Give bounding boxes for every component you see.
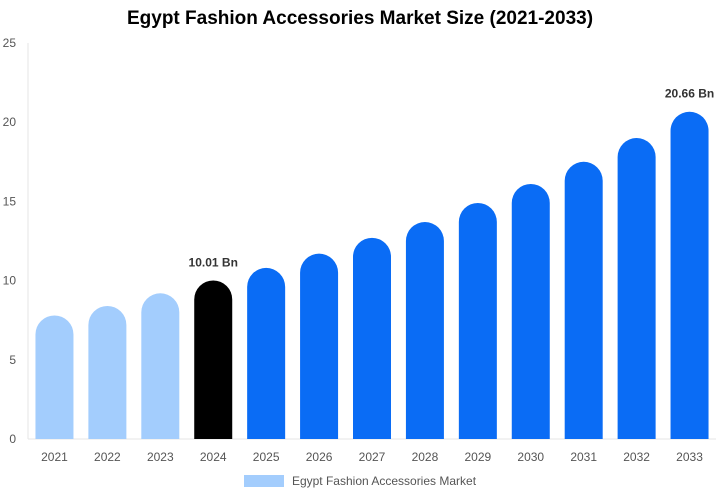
bar-2026[interactable] <box>300 253 339 439</box>
data-label-2024: 10.01 Bn <box>189 255 238 269</box>
bar-2024[interactable] <box>194 280 233 439</box>
bar-2028[interactable] <box>405 221 444 439</box>
y-tick-label: 20 <box>3 115 17 129</box>
bar-2029[interactable] <box>458 202 497 439</box>
x-tick-label: 2033 <box>676 450 703 464</box>
x-tick-label: 2028 <box>412 450 439 464</box>
bar-2027[interactable] <box>353 237 391 439</box>
bar-2022[interactable] <box>88 305 127 439</box>
y-tick-label: 25 <box>3 36 17 50</box>
bar-2032[interactable] <box>617 138 656 440</box>
data-label-2033: 20.66 Bn <box>665 87 714 101</box>
y-tick-label: 10 <box>3 274 17 288</box>
x-tick-label: 2025 <box>253 450 280 464</box>
x-tick-label: 2024 <box>200 450 227 464</box>
legend[interactable]: Egypt Fashion Accessories Market <box>0 474 720 488</box>
y-tick-label: 0 <box>9 432 16 446</box>
x-tick-label: 2022 <box>94 450 121 464</box>
x-tick-label: 2030 <box>517 450 544 464</box>
y-tick-label: 5 <box>9 353 16 367</box>
bar-2031[interactable] <box>564 161 603 440</box>
x-tick-label: 2021 <box>41 450 68 464</box>
bar-2033[interactable] <box>670 111 709 439</box>
bar-2023[interactable] <box>141 293 180 439</box>
x-tick-label: 2029 <box>464 450 491 464</box>
bar-2025[interactable] <box>247 267 286 439</box>
x-tick-label: 2031 <box>570 450 597 464</box>
bar-2021[interactable] <box>35 315 74 439</box>
y-tick-label: 15 <box>3 194 17 208</box>
bar-2030[interactable] <box>511 183 550 439</box>
x-tick-label: 2027 <box>359 450 386 464</box>
legend-label: Egypt Fashion Accessories Market <box>291 474 477 488</box>
x-tick-label: 2026 <box>306 450 333 464</box>
legend-swatch <box>243 475 284 487</box>
x-tick-label: 2023 <box>147 450 174 464</box>
chart-title: Egypt Fashion Accessories Market Size (2… <box>126 8 594 29</box>
x-tick-label: 2032 <box>623 450 650 464</box>
